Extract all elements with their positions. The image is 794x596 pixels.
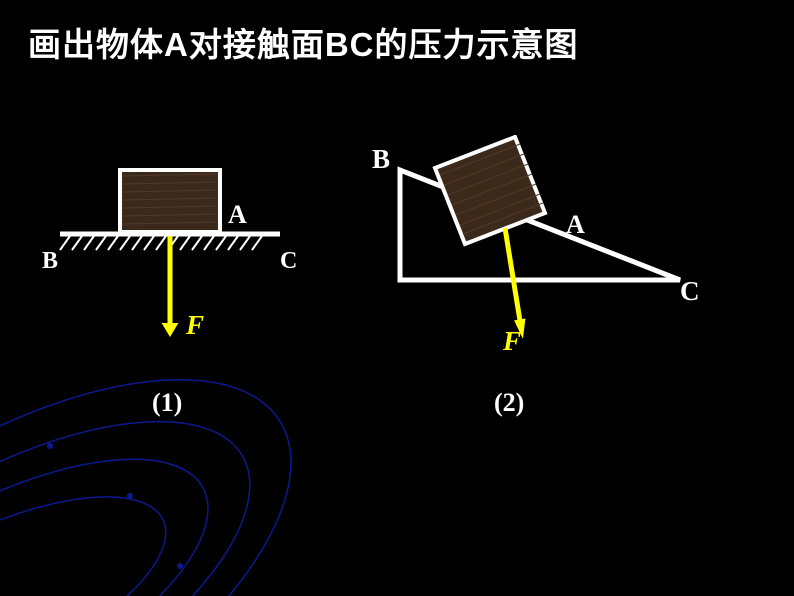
label-C-2: C bbox=[680, 276, 700, 307]
caption-1: (1) bbox=[152, 388, 182, 418]
diagram-2 bbox=[370, 135, 720, 395]
force-label-2: F bbox=[503, 326, 521, 357]
label-A-2: A bbox=[566, 210, 585, 240]
force-label-1: F bbox=[186, 310, 204, 341]
label-B-1: B bbox=[42, 248, 58, 275]
label-C-1: C bbox=[280, 248, 297, 275]
label-A-1: A bbox=[228, 200, 247, 230]
caption-2: (2) bbox=[494, 388, 524, 418]
diagram-1 bbox=[40, 160, 300, 390]
label-B-2: B bbox=[372, 144, 390, 175]
page-title: 画出物体A对接触面BC的压力示意图 bbox=[28, 18, 579, 66]
